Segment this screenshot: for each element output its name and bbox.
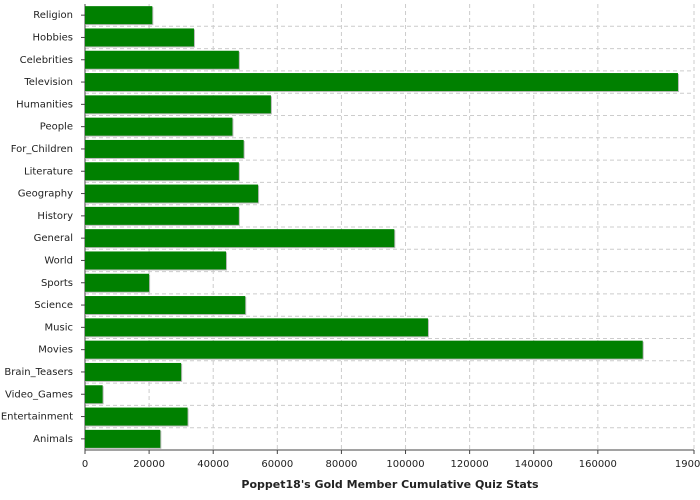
y-tick-label: Television: [23, 77, 73, 88]
y-tick-label: General: [34, 233, 73, 244]
y-tick-label: People: [40, 122, 73, 133]
y-tick-label: Movies: [38, 345, 73, 356]
y-tick-label: Science: [34, 300, 73, 311]
bar: [85, 206, 239, 225]
bar: [85, 429, 161, 448]
y-tick-label: Humanities: [16, 99, 73, 110]
y-tick-label: Literature: [24, 166, 73, 177]
y-tick-label: Celebrities: [20, 55, 73, 66]
bar: [85, 139, 244, 158]
chart-title: Poppet18's Gold Member Cumulative Quiz S…: [241, 478, 539, 491]
bar: [85, 6, 153, 25]
bar: [85, 50, 239, 69]
x-tick-label: 120000: [451, 459, 489, 470]
x-tick-label: 190000: [675, 459, 700, 470]
y-tick-label: Music: [45, 322, 73, 333]
y-tick-label: Brain_Teasers: [4, 367, 73, 378]
x-tick-label: 80000: [326, 459, 358, 470]
bar: [85, 251, 227, 270]
x-tick-label: 20000: [133, 459, 165, 470]
bar: [85, 318, 428, 337]
x-tick-label: 60000: [261, 459, 293, 470]
y-tick-label: Hobbies: [33, 32, 73, 43]
y-tick-label: World: [44, 255, 73, 266]
x-tick-label: 100000: [386, 459, 424, 470]
bar: [85, 73, 678, 92]
bar: [85, 362, 182, 381]
x-tick-label: 160000: [579, 459, 617, 470]
bar: [85, 340, 643, 359]
bar: [85, 95, 271, 114]
y-tick-label: Geography: [18, 189, 73, 200]
bar: [85, 117, 233, 136]
y-tick-label: Sports: [41, 278, 73, 289]
bar: [85, 273, 150, 292]
bar: [85, 162, 239, 181]
y-tick-label: Video_Games: [5, 389, 73, 400]
bar: [85, 385, 103, 404]
y-tick-label: Entertainment: [1, 412, 73, 423]
bar: [85, 407, 188, 426]
bar: [85, 229, 395, 248]
x-tick-label: 40000: [197, 459, 229, 470]
y-tick-label: For_Children: [11, 144, 73, 155]
y-tick-label: History: [37, 211, 73, 222]
bar: [85, 184, 259, 203]
bar: [85, 296, 246, 315]
x-tick-label: 140000: [515, 459, 553, 470]
y-tick-label: Animals: [33, 434, 73, 445]
bar: [85, 28, 194, 47]
x-tick-label: 0: [82, 459, 88, 470]
y-tick-label: Religion: [33, 10, 73, 21]
